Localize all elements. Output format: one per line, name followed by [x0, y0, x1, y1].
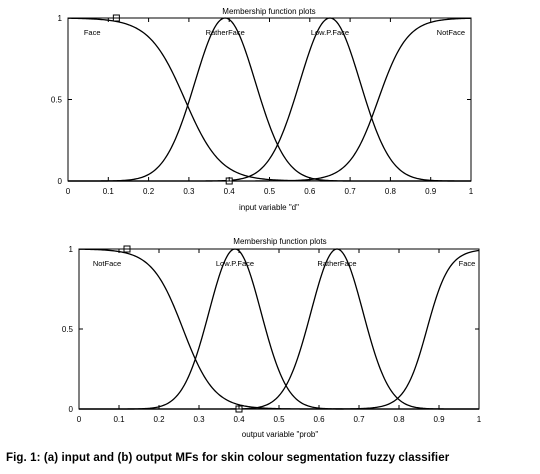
mf-label: NotFace [437, 28, 465, 37]
y-tick-label: 0 [69, 405, 74, 414]
x-tick-label: 0.2 [143, 187, 155, 196]
x-tick-label: 0.4 [233, 415, 245, 424]
mf-curves [78, 245, 480, 413]
x-tick-label: 0.1 [113, 415, 125, 424]
y-tick-label: 1 [69, 245, 74, 254]
mf-label: RatherFace [206, 28, 245, 37]
y-tick-label: 1 [58, 14, 63, 23]
x-tick-label: 1 [469, 187, 474, 196]
x-tick-label: 0.7 [345, 187, 357, 196]
x-tick-label: 1 [477, 415, 482, 424]
x-axis-label: input variable "d" [239, 203, 299, 212]
plot-frame [67, 17, 472, 182]
mf-curve-notface [68, 17, 472, 182]
chart-title: Membership function plots [222, 7, 315, 16]
x-tick-label: 0.8 [385, 187, 397, 196]
x-tick-label: 0.2 [153, 415, 165, 424]
mf-label: NotFace [93, 259, 121, 268]
x-tick-label: 0.9 [433, 415, 445, 424]
mf-curve-ratherface [68, 17, 471, 182]
x-tick-label: 0.6 [304, 187, 316, 196]
mf-labels: Face RatherFace Low.P.Face NotFace [84, 28, 465, 37]
mf-labels: NotFace Low.P.Face RatherFace Face [93, 259, 476, 268]
x-tick-label: 0.1 [103, 187, 115, 196]
mf-curve-ratherface [79, 248, 479, 410]
mf-label: Face [459, 259, 476, 268]
mf-curves [67, 14, 472, 185]
x-tick-label: 0.3 [183, 187, 195, 196]
x-tick-label: 0.5 [273, 415, 285, 424]
x-tick-label: 0.9 [425, 187, 437, 196]
mf-curve-low-p-face [79, 248, 479, 410]
mf-label: Face [84, 28, 101, 37]
y-tick-label: 0 [58, 177, 63, 186]
axis-ticks: 0 0.1 0.2 0.3 0.4 0.5 0.6 0.7 0.8 0.9 1 0 0.5 1 [51, 14, 474, 196]
x-axis-label: output variable "prob" [242, 430, 319, 439]
output-mf-chart: Membership function plots 0 0.1 0.2 0.3 0.4 0… [62, 237, 482, 439]
y-tick-label: 0.5 [62, 325, 74, 334]
plot-frame [78, 248, 480, 410]
y-tick-label: 0.5 [51, 96, 63, 105]
x-tick-label: 0.6 [313, 415, 325, 424]
x-tick-label: 0 [66, 187, 71, 196]
mf-curve-low-p-face [68, 17, 471, 182]
x-tick-label: 0.7 [353, 415, 365, 424]
mf-label: Low.P.Face [216, 259, 254, 268]
x-tick-label: 0.8 [393, 415, 405, 424]
mf-curve-face [67, 17, 471, 182]
mf-curve-notface [78, 248, 479, 410]
figure-caption: Fig. 1: (a) input and (b) output MFs for… [6, 452, 450, 464]
mf-label: RatherFace [317, 259, 356, 268]
x-tick-label: 0 [77, 415, 82, 424]
x-tick-label: 0.3 [193, 415, 205, 424]
axis-ticks: 0 0.1 0.2 0.3 0.4 0.5 0.6 0.7 0.8 0.9 1 0 0.5 1 [62, 245, 482, 424]
input-mf-chart: Membership function plots 0 0.1 0.2 0.3 0.4 0… [51, 7, 474, 212]
mf-curve-face [79, 249, 480, 410]
mf-label: Low.P.Face [311, 28, 349, 37]
x-tick-label: 0.5 [264, 187, 276, 196]
x-tick-label: 0.4 [224, 187, 236, 196]
chart-title: Membership function plots [233, 237, 326, 246]
